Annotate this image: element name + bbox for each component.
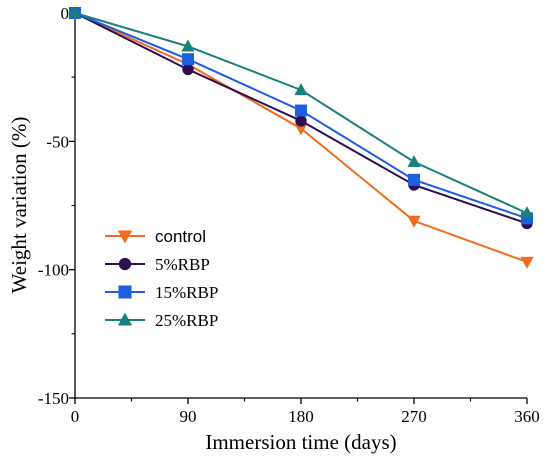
y-tick-label: 0: [61, 4, 70, 23]
data-point: [182, 53, 194, 66]
axes: 0 90 180 270 360 0 -50 -100 -150: [38, 4, 540, 426]
x-tick-label: 360: [514, 407, 540, 426]
series-control: [68, 7, 534, 269]
legend-item: 5%RBP: [105, 255, 210, 274]
legend-item: control: [105, 227, 206, 246]
legend-item: 15%RBP: [105, 283, 218, 302]
legend-label: 25%RBP: [155, 311, 218, 330]
x-tick-label: 90: [180, 407, 197, 426]
series-layer: [68, 6, 534, 269]
legend-marker: [117, 230, 133, 244]
data-point: [294, 83, 308, 96]
series-line: [74, 12, 528, 263]
legend-label: 5%RBP: [155, 255, 210, 274]
data-point: [181, 39, 195, 52]
legend-label: control: [155, 227, 206, 246]
data-point: [408, 173, 420, 186]
y-tick-label: -50: [46, 132, 69, 151]
legend-item: 25%RBP: [105, 311, 218, 330]
x-tick-label: 180: [288, 407, 314, 426]
legend-marker: [118, 257, 132, 271]
data-point: [407, 215, 421, 228]
y-tick-label: -150: [38, 389, 69, 408]
data-point: [294, 123, 308, 136]
series-15-rbp: [69, 7, 533, 225]
legend-label: 15%RBP: [155, 283, 218, 302]
x-tick-label: 0: [71, 407, 80, 426]
data-point: [68, 6, 82, 19]
y-axis-title: Weight variation (%): [7, 117, 31, 294]
x-axis-title: Immersion time (days): [205, 430, 396, 454]
x-tick-label: 270: [401, 407, 427, 426]
data-point: [182, 63, 194, 76]
legend: control 5%RBP 15%RBP 25%RBP: [105, 227, 218, 330]
data-point: [520, 256, 534, 269]
y-tick-label: -100: [38, 261, 69, 280]
data-point: [295, 104, 307, 117]
series-25-rbp: [68, 6, 534, 219]
data-point: [407, 154, 421, 167]
legend-marker: [117, 312, 133, 326]
legend-marker: [118, 285, 132, 299]
data-point: [520, 206, 534, 219]
data-point: [295, 115, 307, 127]
